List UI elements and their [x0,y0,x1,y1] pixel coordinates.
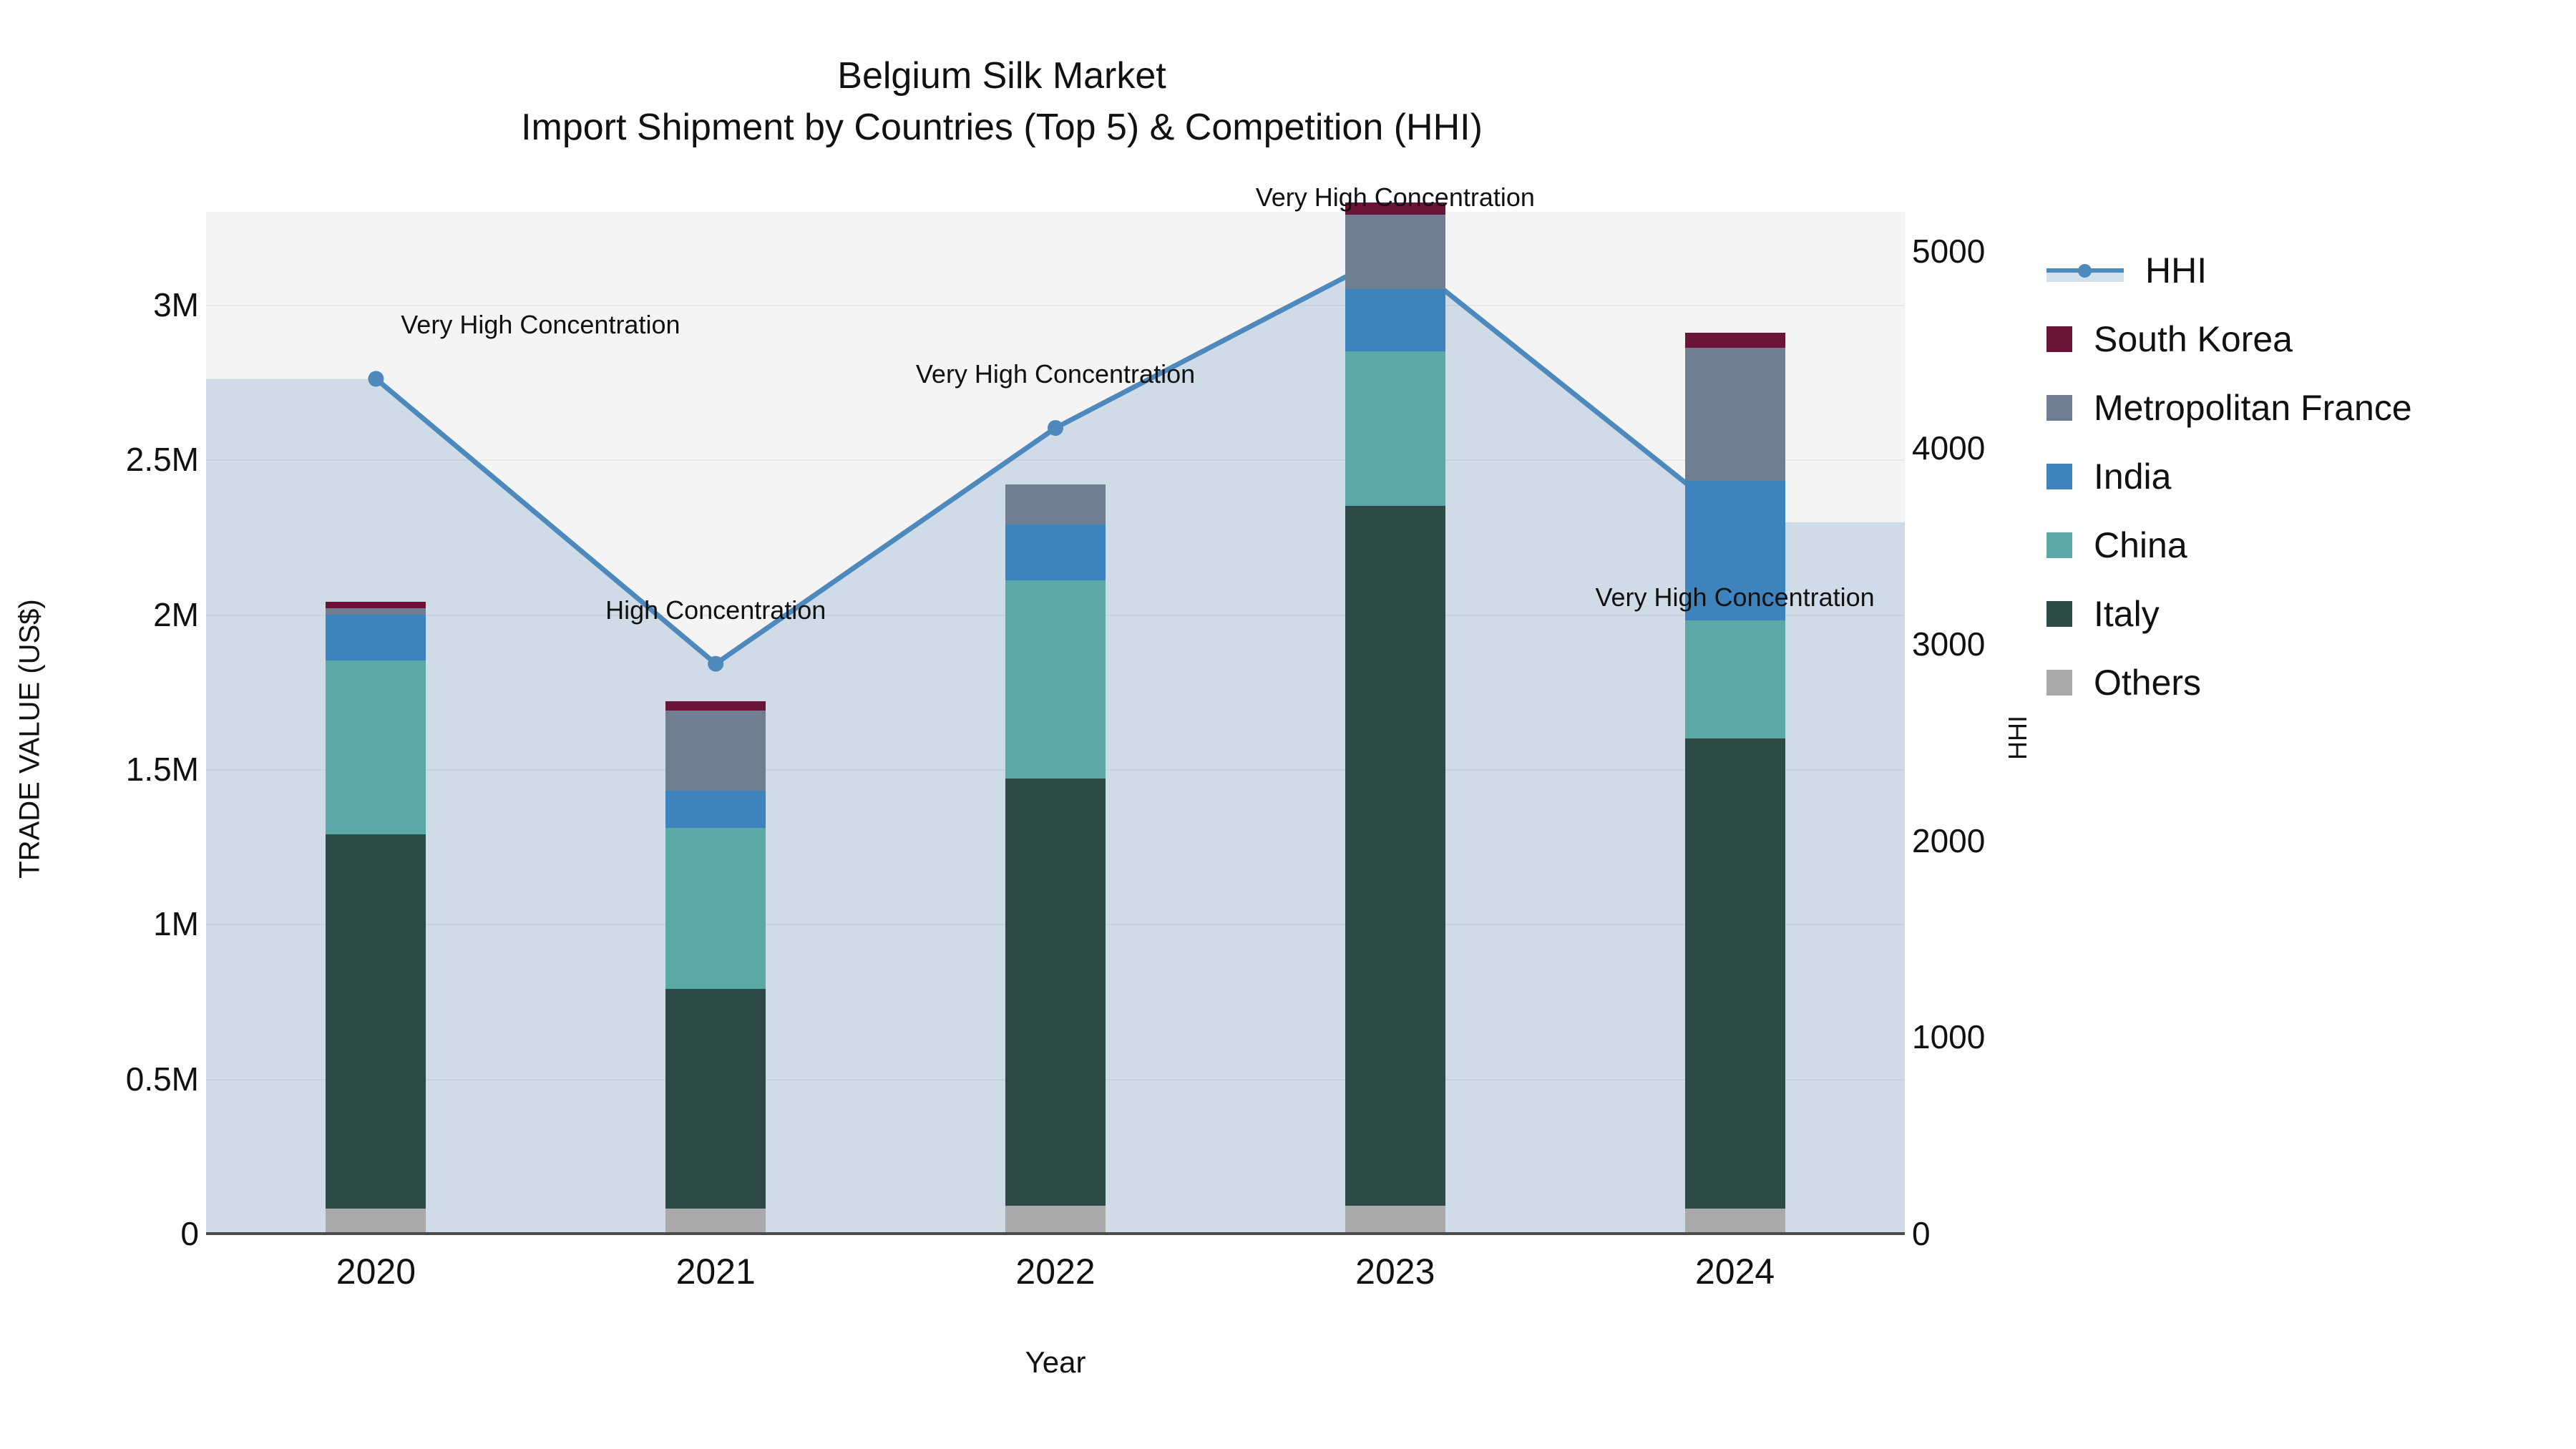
bar-segment[interactable] [1684,332,1785,348]
bar-segment[interactable] [1345,203,1445,215]
title-line-2: Import Shipment by Countries (Top 5) & C… [521,107,1483,148]
legend-swatch [2046,532,2072,558]
bar-stack-2024[interactable] [1684,332,1785,1234]
legend-item[interactable]: Italy [2046,580,2562,648]
legend-item[interactable]: India [2046,442,2562,511]
legend-label: China [2094,525,2187,565]
bar-segment[interactable] [665,1209,766,1234]
y-axis-left-tick: 1M [153,905,199,943]
bar-segment[interactable] [1684,481,1785,621]
concentration-annotation: Very High Concentration [401,310,680,340]
bar-segment[interactable] [1005,525,1106,580]
x-axis-tick: 2024 [1694,1252,1775,1292]
y-axis-left-tick: 2M [153,595,199,633]
y-axis-right-tick: 3000 [1912,625,1986,663]
x-axis-tick: 2023 [1355,1252,1435,1292]
y-axis-right-tick: 2000 [1912,821,1986,859]
concentration-annotation: Very High Concentration [1595,582,1875,612]
chart-title: Belgium Silk Market Import Shipment by C… [0,50,2004,153]
legend-label: Italy [2094,594,2160,634]
y-axis-left-tick: 0 [180,1215,199,1252]
legend-item[interactable]: HHI [2046,236,2562,305]
bar-segment[interactable] [326,834,426,1209]
y-axis-right-tick: 1000 [1912,1018,1986,1056]
bar-segment[interactable] [1005,580,1106,779]
legend-swatch [2046,326,2072,352]
bar-segment[interactable] [1005,484,1106,525]
x-axis-tick: 2021 [675,1252,756,1292]
bar-segment[interactable] [1345,351,1445,507]
bar-segment[interactable] [326,602,426,608]
bar-segment[interactable] [1684,738,1785,1209]
bar-segment[interactable] [326,660,426,834]
legend-swatch [2046,670,2072,696]
y-axis-left-ticks: 0 0.5M 1M 1.5M 2M 2.5M 3M [0,212,199,1252]
hhi-data-point[interactable] [368,371,384,387]
bar-segment[interactable] [1684,620,1785,738]
title-line-1: Belgium Silk Market [837,55,1166,97]
bar-segment[interactable] [326,1209,426,1234]
bar-segment[interactable] [1684,348,1785,482]
y-axis-left-label: TRADE VALUE (US$) [14,599,46,879]
legend-item[interactable]: South Korea [2046,305,2562,374]
bar-stack-2020[interactable] [326,602,426,1234]
gridline [206,304,1905,306]
legend-label: HHI [2145,250,2207,291]
y-axis-left-tick: 3M [153,286,199,323]
legend-label: Metropolitan France [2094,388,2412,428]
bar-segment[interactable] [665,828,766,990]
legend-swatch [2046,601,2072,627]
bar-segment[interactable] [665,989,766,1209]
y-axis-right-tick: 0 [1912,1215,1931,1252]
bar-segment[interactable] [665,791,766,829]
plot-area [206,203,1905,1235]
x-axis-tick: 2022 [1015,1252,1096,1292]
x-axis-label: Year [1025,1345,1086,1379]
bar-segment[interactable] [665,710,766,791]
bar-segment[interactable] [665,701,766,711]
legend-swatch [2046,395,2072,421]
y-axis-right-tick: 4000 [1912,429,1986,467]
gridline [206,459,1905,462]
y-axis-left-tick: 1.5M [125,750,199,788]
y-axis-left-tick: 0.5M [125,1060,199,1098]
x-axis-line [206,1232,1905,1235]
bar-segment[interactable] [1345,289,1445,351]
chart-legend: HHI South Korea Metropolitan France India Ch… [2046,236,2562,717]
bar-stack-2023[interactable] [1345,203,1445,1234]
bar-segment[interactable] [1684,1209,1785,1234]
bar-stack-2022[interactable] [1005,484,1106,1234]
concentration-annotation: Very High Concentration [915,359,1196,389]
bar-stack-2021[interactable] [665,701,766,1234]
legend-label: India [2094,457,2172,497]
y-axis-right-ticks: 0 1000 2000 3000 4000 5000 [1912,212,2127,1252]
legend-label: South Korea [2094,319,2293,359]
y-axis-right-tick: 5000 [1912,232,1986,270]
bar-segment[interactable] [1005,1206,1106,1234]
bar-segment[interactable] [326,608,426,615]
hhi-data-point[interactable] [708,655,724,672]
bar-segment[interactable] [1345,215,1445,290]
hhi-data-point[interactable] [1048,420,1063,436]
legend-item[interactable]: China [2046,511,2562,580]
y-axis-left-tick: 2.5M [125,441,199,479]
bar-segment[interactable] [1005,778,1106,1206]
bar-segment[interactable] [326,614,426,661]
bar-segment[interactable] [1345,1206,1445,1234]
y-axis-right-label: HHI [2003,716,2032,760]
bar-segment[interactable] [1345,506,1445,1206]
legend-item[interactable]: Metropolitan France [2046,374,2562,442]
legend-item[interactable]: Others [2046,648,2562,717]
concentration-annotation: Very High Concentration [1255,182,1535,212]
legend-swatch [2046,464,2072,489]
legend-label: Others [2094,663,2202,703]
x-axis-tick: 2020 [336,1252,416,1292]
concentration-annotation: High Concentration [605,595,826,625]
legend-line-marker [2046,258,2124,283]
